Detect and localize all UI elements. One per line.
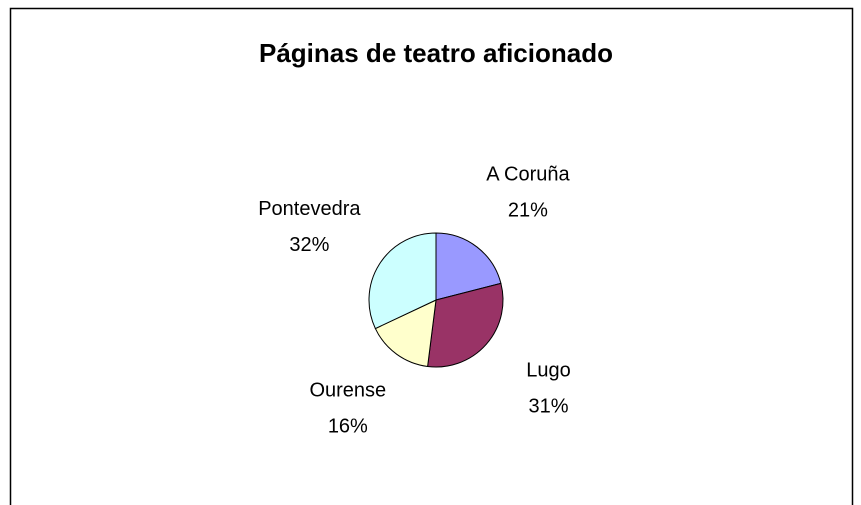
pie-slice [427, 282, 504, 368]
slice-value-label: 16% [328, 415, 368, 437]
slice-value-label: 32% [289, 234, 329, 256]
pie-slice [435, 232, 502, 301]
slice-label: A Coruña [486, 164, 570, 186]
pie-slice [374, 299, 437, 368]
pie-slice [368, 232, 437, 330]
slice-label: Pontevedra [258, 198, 361, 220]
slice-label: Ourense [309, 379, 386, 401]
chart-frame [9, 7, 854, 505]
chart-title: Páginas de teatro aficionado [259, 38, 613, 68]
slice-value-label: 21% [508, 200, 548, 222]
slice-label: Lugo [526, 360, 571, 382]
slice-value-label: 31% [529, 396, 569, 418]
